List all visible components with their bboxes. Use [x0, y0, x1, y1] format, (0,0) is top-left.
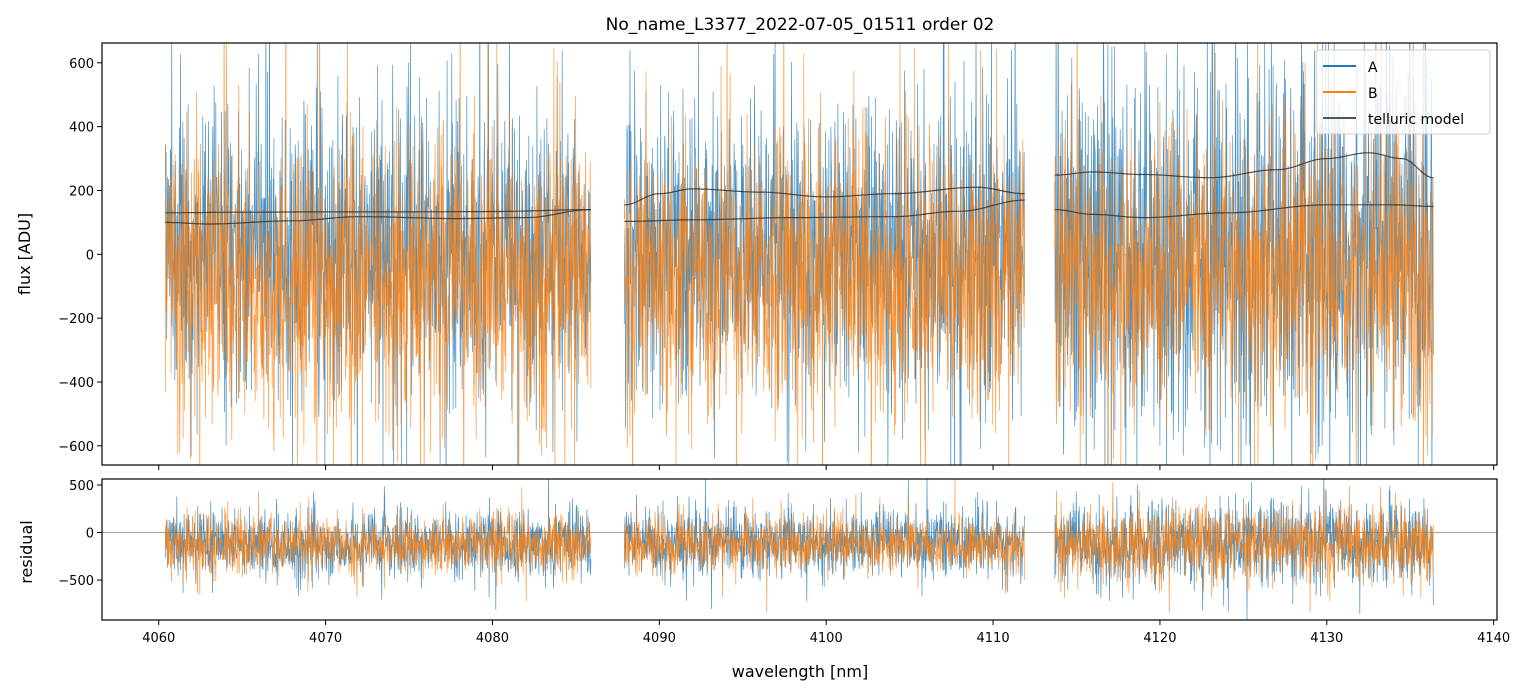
series-b-segment-2 — [623, 43, 1025, 465]
y-tick-label: 200 — [69, 184, 94, 199]
residual-axes-frame — [101, 478, 1498, 621]
legend: A B telluric model — [1315, 49, 1491, 135]
telluric-model-curve-3 — [624, 186, 1025, 206]
x-tick-label: 4060 — [142, 631, 175, 646]
x-tick-label: 4120 — [1143, 631, 1176, 646]
y-tick-label: −500 — [58, 574, 94, 589]
x-tick-label: 4100 — [810, 631, 843, 646]
series-b-segment-2 — [623, 479, 1025, 613]
telluric-model-curve-1 — [165, 209, 591, 214]
y-tick-label: 0 — [86, 527, 94, 542]
series-b-segment-1 — [165, 43, 592, 465]
x-tick-label: 4080 — [476, 631, 509, 646]
y-tick-label: −600 — [58, 440, 94, 455]
telluric-model-curve-2 — [165, 209, 591, 225]
chart-title: No_name_L3377_2022-07-05_01511 order 02 — [606, 15, 995, 35]
bottom-y-axis-label: residual — [17, 520, 36, 583]
legend-label-b: B — [1368, 86, 1378, 102]
legend-label-a: A — [1368, 60, 1378, 76]
x-tick-label: 4130 — [1310, 631, 1343, 646]
legend-box — [1315, 49, 1491, 135]
telluric-model-curve-5 — [1054, 152, 1434, 179]
x-tick-label: 4090 — [643, 631, 676, 646]
top-y-axis-label: flux [ADU] — [15, 213, 34, 295]
y-tick-label: 400 — [69, 121, 94, 136]
flux-plot-area — [165, 43, 1434, 465]
y-tick-label: −200 — [58, 312, 94, 327]
x-tick-label: 4070 — [309, 631, 342, 646]
series-b-segment-3 — [1054, 482, 1434, 613]
residual-plot-area — [102, 479, 1497, 620]
series-a-segment-3 — [1054, 43, 1434, 465]
legend-label-telluric: telluric model — [1368, 112, 1464, 128]
x-tick-label: 4110 — [977, 631, 1010, 646]
x-axis-label: wavelength [nm] — [732, 662, 869, 681]
y-tick-label: 500 — [69, 479, 94, 494]
y-tick-label: 600 — [69, 57, 94, 72]
series-b-segment-1 — [165, 487, 592, 602]
y-tick-label: 0 — [86, 248, 94, 263]
telluric-model-curve-4 — [624, 199, 1025, 222]
series-a-segment-2 — [623, 479, 1025, 610]
series-b-segment-3 — [1054, 43, 1434, 465]
y-tick-label: −400 — [58, 376, 94, 391]
telluric-model-curve-6 — [1054, 204, 1434, 219]
series-a-segment-2 — [623, 43, 1025, 465]
x-tick-label: 4140 — [1477, 631, 1510, 646]
axes: 600 400 200 0 −200 −400 −600 500 0 −500 4060 4070 40… — [58, 42, 1510, 646]
